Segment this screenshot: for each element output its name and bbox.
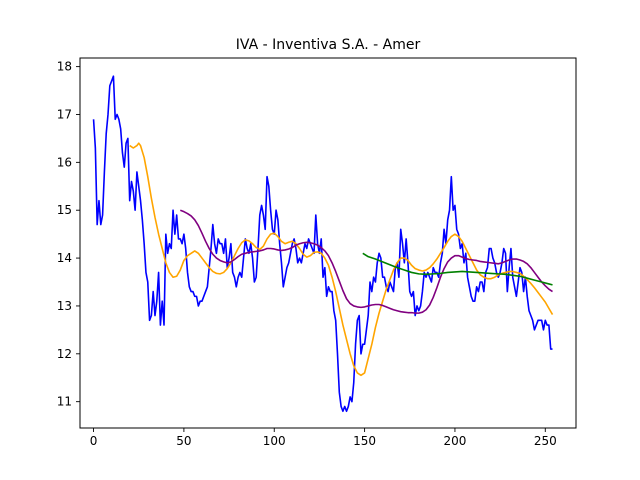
y-tick-label: 14 — [57, 251, 72, 265]
x-axis: 0 50 100 150 200 250 — [90, 428, 557, 448]
x-tick-label: 0 — [90, 434, 98, 448]
y-tick-label: 16 — [57, 155, 72, 169]
y-tick-label: 15 — [57, 203, 72, 217]
x-tick-label: 200 — [443, 434, 466, 448]
axes-frame — [79, 57, 577, 429]
series-line-1 — [92, 75, 553, 413]
y-axis: 11 12 13 14 15 16 17 18 — [57, 60, 80, 409]
x-tick-label: 150 — [353, 434, 376, 448]
series-line-4 — [362, 252, 553, 286]
y-tick-label: 13 — [57, 299, 72, 313]
series-layer — [92, 75, 554, 413]
y-tick-label: 11 — [57, 395, 72, 409]
x-tick-label: 250 — [534, 434, 557, 448]
x-tick-label: 100 — [263, 434, 286, 448]
chart-title: IVA - Inventiva S.A. - Amer — [236, 37, 421, 53]
y-tick-label: 12 — [57, 347, 72, 361]
y-tick-label: 18 — [57, 60, 72, 74]
series-line-3 — [179, 209, 553, 314]
x-tick-label: 50 — [176, 434, 191, 448]
series-line-2 — [129, 142, 554, 377]
y-tick-label: 17 — [57, 107, 72, 121]
